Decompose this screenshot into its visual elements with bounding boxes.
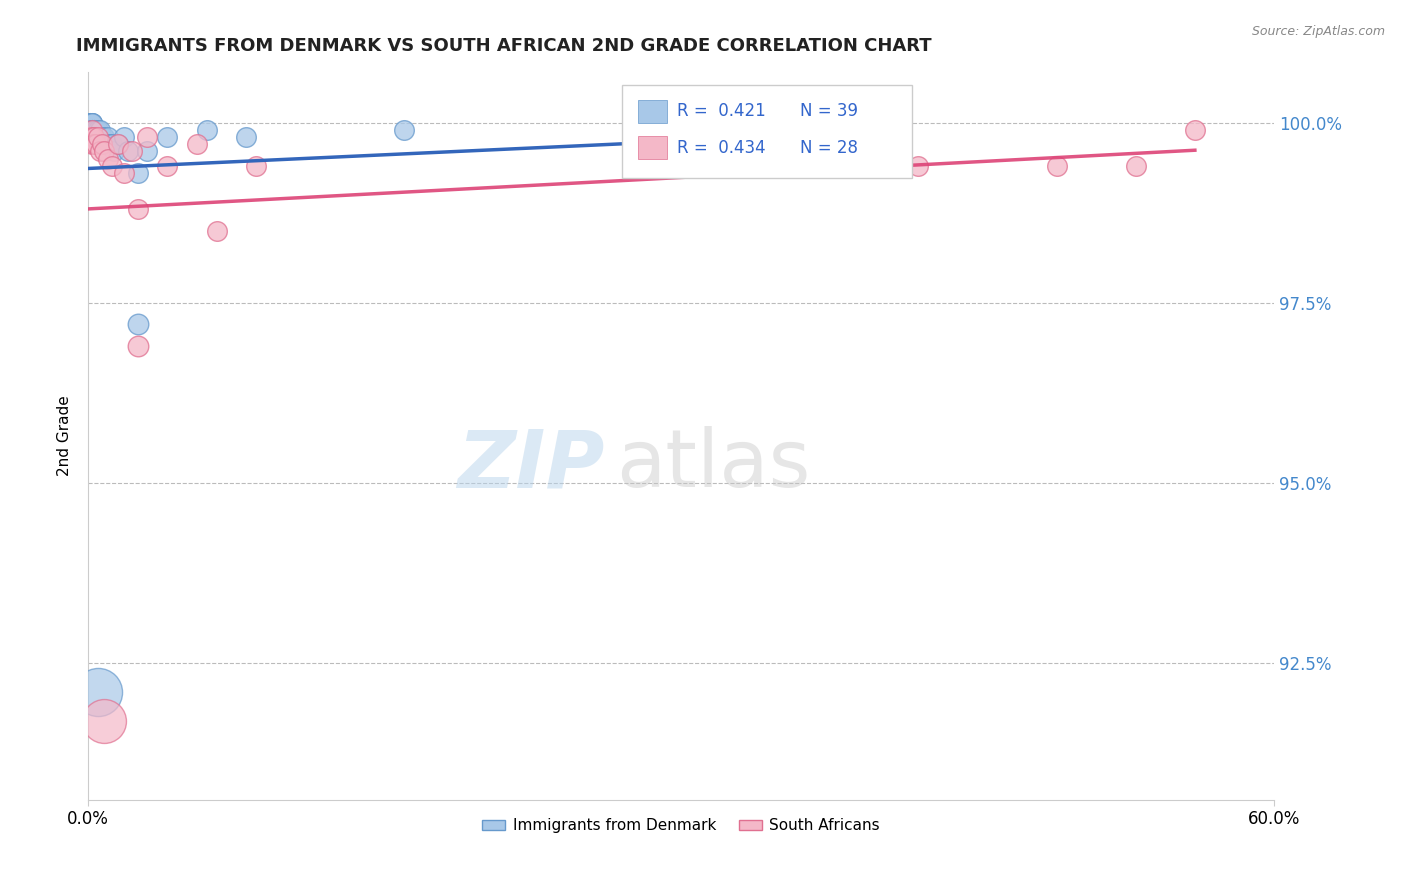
Point <box>82 122 104 136</box>
Point <box>79 115 101 129</box>
Point <box>79 115 101 129</box>
Point <box>82 122 104 136</box>
Point <box>117 145 139 159</box>
Point <box>94 137 117 152</box>
Point <box>87 130 110 145</box>
Point <box>83 130 105 145</box>
Point <box>84 137 107 152</box>
Point <box>394 122 416 136</box>
FancyBboxPatch shape <box>638 136 666 160</box>
Text: R =  0.434: R = 0.434 <box>678 139 766 157</box>
Point <box>789 122 811 136</box>
Point <box>235 130 257 145</box>
Point <box>136 145 159 159</box>
Point <box>83 122 105 136</box>
Point <box>650 159 672 173</box>
Point <box>127 318 149 332</box>
Point <box>83 137 105 152</box>
Point <box>89 122 111 136</box>
Point <box>97 137 120 152</box>
Point <box>112 130 135 145</box>
Point <box>907 159 929 173</box>
Point <box>127 339 149 353</box>
Point <box>103 145 125 159</box>
Point <box>156 130 179 145</box>
Point <box>91 130 114 145</box>
Point <box>136 130 159 145</box>
Point <box>93 145 115 159</box>
Point <box>87 685 110 699</box>
Point <box>1184 122 1206 136</box>
Point <box>107 137 129 152</box>
Point <box>98 137 121 152</box>
Point <box>1045 159 1067 173</box>
Point <box>84 122 107 136</box>
Point <box>93 714 115 728</box>
Point <box>205 224 228 238</box>
Point <box>82 130 104 145</box>
Point <box>93 130 115 145</box>
Point <box>789 159 811 173</box>
Point <box>156 159 179 173</box>
Text: R =  0.421: R = 0.421 <box>678 103 766 120</box>
FancyBboxPatch shape <box>638 100 666 123</box>
Point <box>82 115 104 129</box>
Point <box>112 166 135 180</box>
Point <box>107 137 129 152</box>
Legend: Immigrants from Denmark, South Africans: Immigrants from Denmark, South Africans <box>475 813 886 839</box>
Point <box>195 122 218 136</box>
Point <box>87 130 110 145</box>
Point <box>121 145 143 159</box>
Point <box>87 122 110 136</box>
Point <box>82 122 104 136</box>
Text: Source: ZipAtlas.com: Source: ZipAtlas.com <box>1251 25 1385 38</box>
Text: IMMIGRANTS FROM DENMARK VS SOUTH AFRICAN 2ND GRADE CORRELATION CHART: IMMIGRANTS FROM DENMARK VS SOUTH AFRICAN… <box>76 37 932 55</box>
Text: N = 39: N = 39 <box>800 103 858 120</box>
Point <box>245 159 267 173</box>
Point <box>79 115 101 129</box>
Text: N = 28: N = 28 <box>800 139 858 157</box>
Point <box>97 130 120 145</box>
Point <box>91 137 114 152</box>
Point <box>83 122 105 136</box>
Point <box>79 130 101 145</box>
Point <box>689 122 711 136</box>
Point <box>82 137 104 152</box>
Point <box>82 122 104 136</box>
Point <box>83 122 105 136</box>
Point <box>1125 159 1147 173</box>
Text: atlas: atlas <box>616 426 810 504</box>
FancyBboxPatch shape <box>621 85 912 178</box>
Point <box>101 137 124 152</box>
Point <box>186 137 208 152</box>
Point <box>82 115 104 129</box>
Point <box>97 152 120 166</box>
Point <box>79 115 101 129</box>
Point <box>89 145 111 159</box>
Point <box>101 159 124 173</box>
Point <box>84 130 107 145</box>
Point <box>82 115 104 129</box>
Text: ZIP: ZIP <box>457 426 605 504</box>
Point <box>127 202 149 216</box>
Y-axis label: 2nd Grade: 2nd Grade <box>58 396 72 476</box>
Point <box>127 166 149 180</box>
Point <box>82 122 104 136</box>
Point <box>83 122 105 136</box>
